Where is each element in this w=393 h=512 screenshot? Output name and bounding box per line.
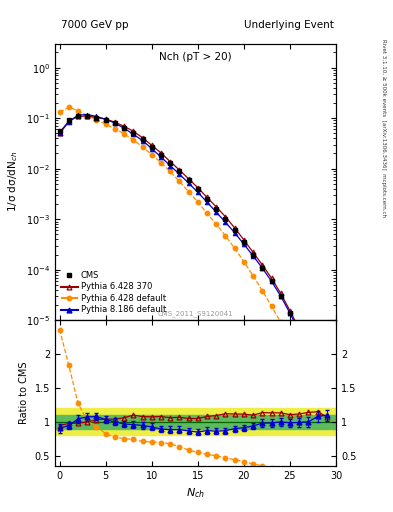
Legend: CMS, Pythia 6.428 370, Pythia 6.428 default, Pythia 8.186 default: CMS, Pythia 6.428 370, Pythia 6.428 defa…: [59, 269, 168, 316]
Text: Nch (pT > 20): Nch (pT > 20): [159, 52, 232, 62]
Text: Underlying Event: Underlying Event: [244, 19, 334, 30]
Text: Rivet 3.1.10, ≥ 500k events  [arXiv:1306.3436]  mcplots.cern.ch: Rivet 3.1.10, ≥ 500k events [arXiv:1306.…: [381, 39, 386, 217]
Y-axis label: 1/σ dσ/dN$_{ch}$: 1/σ dσ/dN$_{ch}$: [7, 152, 20, 212]
Text: 7000 GeV pp: 7000 GeV pp: [61, 19, 129, 30]
Text: CMS_2011_S9120041: CMS_2011_S9120041: [158, 311, 233, 317]
X-axis label: $N_{ch}$: $N_{ch}$: [186, 486, 205, 500]
Y-axis label: Ratio to CMS: Ratio to CMS: [19, 362, 29, 424]
